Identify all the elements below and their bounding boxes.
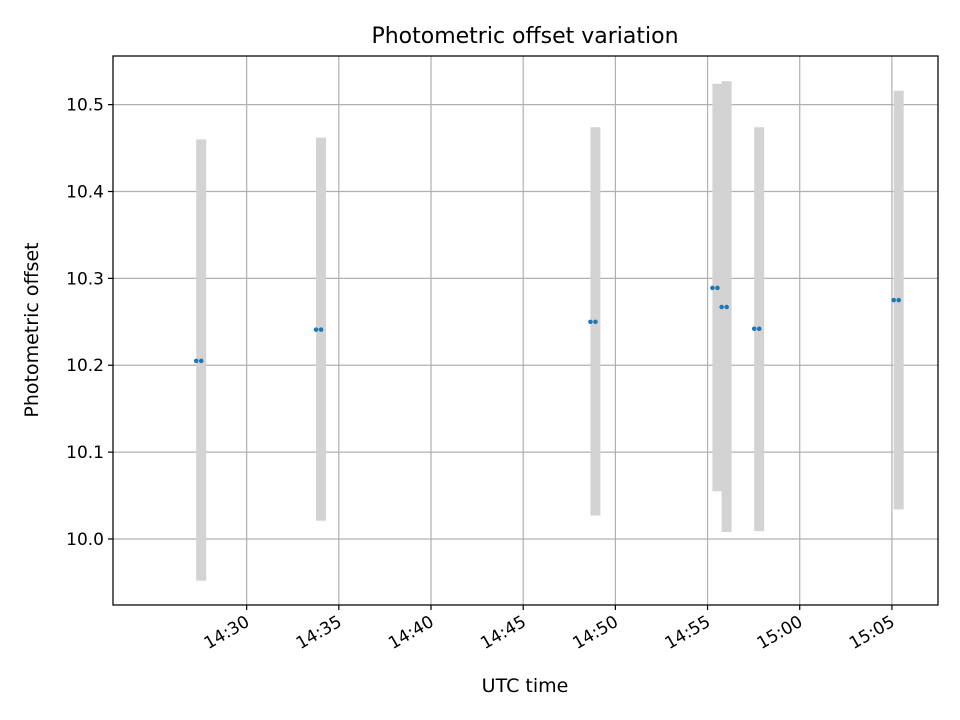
chart-title: Photometric offset variation	[371, 24, 678, 49]
plot-frame	[112, 55, 939, 606]
y-tick-label: 10.2	[66, 356, 104, 376]
x-axis-label: UTC time	[482, 675, 569, 697]
y-axis-label: Photometric offset	[21, 242, 43, 417]
y-axis-ticks: 10.0 10.1 10.2 10.3 10.4 10.5	[66, 96, 113, 550]
y-tick-label: 10.1	[66, 443, 104, 463]
y-tick-label: 10.4	[66, 183, 104, 203]
data-points	[193, 285, 906, 364]
y-tick-label: 10.3	[66, 269, 104, 289]
grid	[113, 56, 938, 605]
y-tick-label: 10.0	[66, 530, 104, 550]
y-tick-label: 10.5	[66, 96, 104, 116]
